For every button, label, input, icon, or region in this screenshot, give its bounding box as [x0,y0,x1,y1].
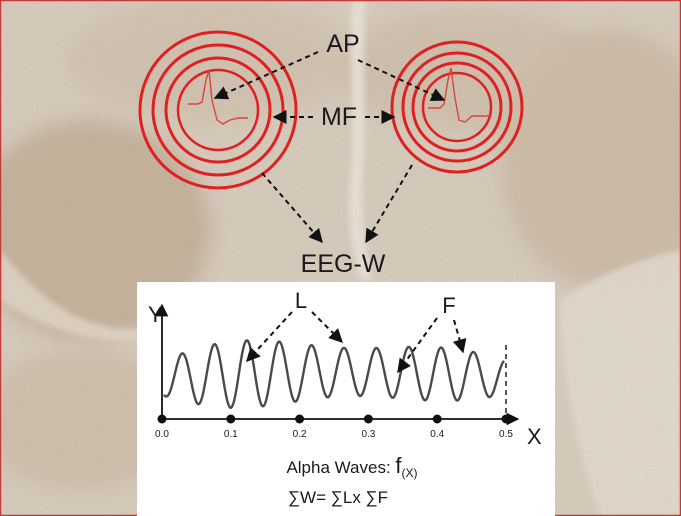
x-tick-label: 0.3 [361,429,375,440]
diagram-arrows [213,51,446,244]
alpha-wave-panel [137,282,555,516]
x-tick-label: 0.2 [293,429,307,440]
x-tick-label: 0.1 [224,429,238,440]
x-axis-label: X [527,424,542,449]
x-tick-dot [432,414,442,424]
left-neuron-rings [138,30,298,190]
wave-arrows [246,311,467,374]
caption: Alpha Waves: f(X) [286,453,417,480]
x-tick-dot [363,414,373,424]
caption-sub: (X) [402,466,418,480]
label-l: L [295,288,307,313]
x-tick-dot [157,414,167,424]
x-tick-label: 0.0 [155,429,169,440]
caption-text: Alpha Waves: [286,458,395,477]
x-ticks: 0.0 0.1 0.2 0.3 0.4 0.5 [155,414,513,440]
x-tick-label: 0.4 [430,429,444,440]
x-tick-label: 0.5 [499,429,513,440]
label-eeg-w: EEG-W [301,250,386,278]
label-f: F [442,293,455,318]
formula: ∑W= ∑Lx ∑F [288,488,388,507]
caption-fx: f [395,453,402,478]
x-tick-dot [295,414,305,424]
left-action-potential-trace [188,69,248,125]
right-action-potential-trace [428,67,490,123]
label-ap: AP [326,30,359,58]
right-neuron-rings [390,40,524,174]
x-tick-dot [226,414,236,424]
alpha-wave-trace [163,339,505,410]
label-mf: MF [321,103,357,131]
y-axis-label: Y [148,302,163,327]
x-tick-dot [501,414,511,424]
